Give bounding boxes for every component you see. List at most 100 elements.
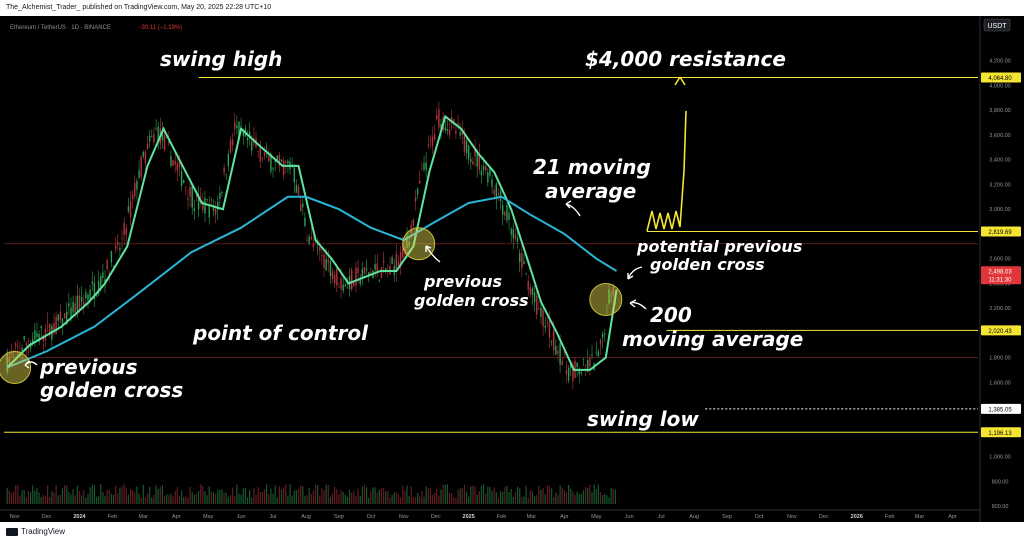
volume-bar [610,487,612,504]
volume-bar [106,489,108,504]
candle-body [125,228,127,235]
volume-bar [597,484,599,504]
candle-body [514,234,517,239]
candle-body [457,123,459,125]
price-label-text: 1,196.13 [988,431,1012,437]
volume-bar [8,490,10,504]
volume-bar [565,492,568,504]
volume-bar [551,488,553,504]
candle-body [470,158,472,163]
candle-body [582,359,585,360]
x-tick-label: Jul [270,514,277,520]
volume-bar [157,488,159,504]
volume-bar [289,484,291,504]
candle-body [572,364,574,382]
volume-bar [34,490,36,504]
volume-bar [355,496,357,504]
volume-bar [136,486,138,504]
volume-bar [249,490,251,504]
candle-body [412,219,415,226]
volume-bar [112,494,115,504]
volume-bar [536,495,538,504]
price-chart[interactable]: swing high $4,000 resistance 21 movingaver… [0,16,1024,522]
volume-bar [334,486,336,504]
volume-bar [431,495,434,504]
candle-body [446,128,449,131]
candle-body [14,343,17,346]
volume-bar [85,497,87,504]
candle-body [17,346,19,348]
volume-bar [397,493,400,504]
volume-bar [383,487,385,504]
candle-body [399,251,402,265]
candle-body [176,163,179,171]
candle-body [297,186,300,196]
candle-body [197,195,200,210]
currency-badge[interactable]: USDT [987,23,1007,30]
volume-bar [340,490,342,504]
candle-body [148,135,151,142]
candle-body [282,160,285,176]
volume-bar [253,487,255,504]
candle-body [544,325,546,328]
volume-bar [338,494,340,504]
candle-body [295,184,298,193]
volume-bar [81,495,83,504]
candle-body [312,243,315,248]
volume-bar [493,487,495,504]
volume-bar [129,489,132,504]
volume-bar [387,490,389,504]
volume-bar [502,491,504,504]
volume-bar [263,489,266,504]
volume-bar [272,493,274,504]
volume-bar [368,497,370,504]
candle-body [57,314,59,321]
y-tick-label: 800.00 [992,479,1009,485]
volume-bar [64,485,66,504]
candle-body [251,141,253,151]
candle-body [531,288,534,296]
volume-bar [238,493,240,504]
volume-bar [6,487,8,504]
volume-bar [482,484,485,504]
candle-body [467,145,470,160]
candle-body [42,335,45,342]
candle-layer [6,101,617,390]
candle-body [540,307,542,317]
annotation-swing-low: swing low [587,407,699,431]
candle-body [163,135,166,151]
x-tick-label: Apr [948,514,957,520]
volume-bar [604,493,606,504]
x-tick-label: 2024 [73,514,86,520]
publisher-line: The_Alchemist_Trader_ published on Tradi… [6,4,272,11]
currency-badge-bg[interactable] [983,18,1011,32]
horizontal-level-lines [4,76,978,433]
volume-bar [423,496,425,504]
volume-bar [408,496,410,504]
price-label-box [981,427,1021,438]
volume-bar [276,497,278,504]
candle-body [325,259,327,271]
x-tick-label: Sep [334,514,344,520]
x-tick-label: Jun [237,514,246,520]
volume-bar [219,490,221,504]
volume-bar [217,490,219,504]
candle-body [278,155,281,167]
volume-bar [144,497,147,504]
candle-body [238,121,240,138]
chart-area[interactable]: swing high $4,000 resistance 21 moving aver… [0,16,1024,522]
volume-bar [98,496,100,504]
volume-bar [421,490,423,504]
candle-body [146,144,149,149]
volume-bar [119,487,121,504]
volume-bar [53,492,55,504]
tradingview-logo[interactable]: TradingView [6,527,65,536]
candle-body [129,201,132,217]
volume-bar [608,497,610,504]
candle-body [346,277,349,279]
candle-body [351,269,353,290]
candle-body [480,170,483,175]
candle-body [538,308,540,310]
candle-body [610,295,612,296]
volume-bar [612,488,614,504]
